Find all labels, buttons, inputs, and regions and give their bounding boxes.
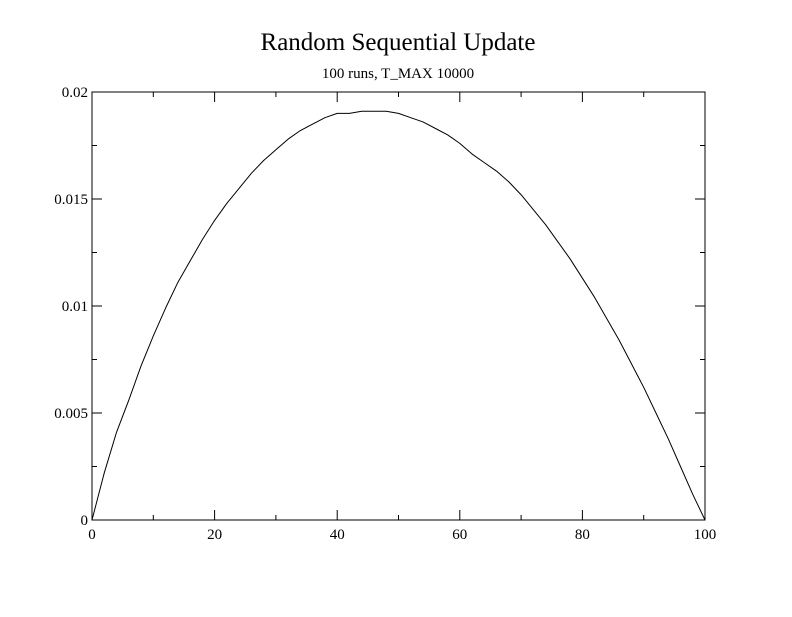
x-tick-label: 60 <box>452 527 467 543</box>
x-tick-label: 40 <box>330 527 345 543</box>
x-tick-label: 80 <box>575 527 590 543</box>
chart-title: Random Sequential Update <box>261 29 536 56</box>
y-tick-label: 0.015 <box>54 192 88 208</box>
series-layer <box>91 110 706 521</box>
y-tick-label: 0.01 <box>62 299 88 315</box>
x-tick-label: 100 <box>694 527 717 543</box>
chart-subtitle: 100 runs, T_MAX 10000 <box>322 66 474 82</box>
y-tick-label: 0.005 <box>54 406 88 422</box>
series-line <box>91 110 706 521</box>
x-tick-label: 20 <box>207 527 222 543</box>
y-tick-label: 0.02 <box>62 85 88 101</box>
plot-area-frame <box>91 91 706 521</box>
tick-labels: 0 20 40 60 80 100 0 0.005 0.01 0.015 0.02 <box>54 85 716 543</box>
x-tick-label: 0 <box>88 527 96 543</box>
axis-ticks <box>91 91 706 521</box>
y-tick-label: 0 <box>81 513 89 529</box>
